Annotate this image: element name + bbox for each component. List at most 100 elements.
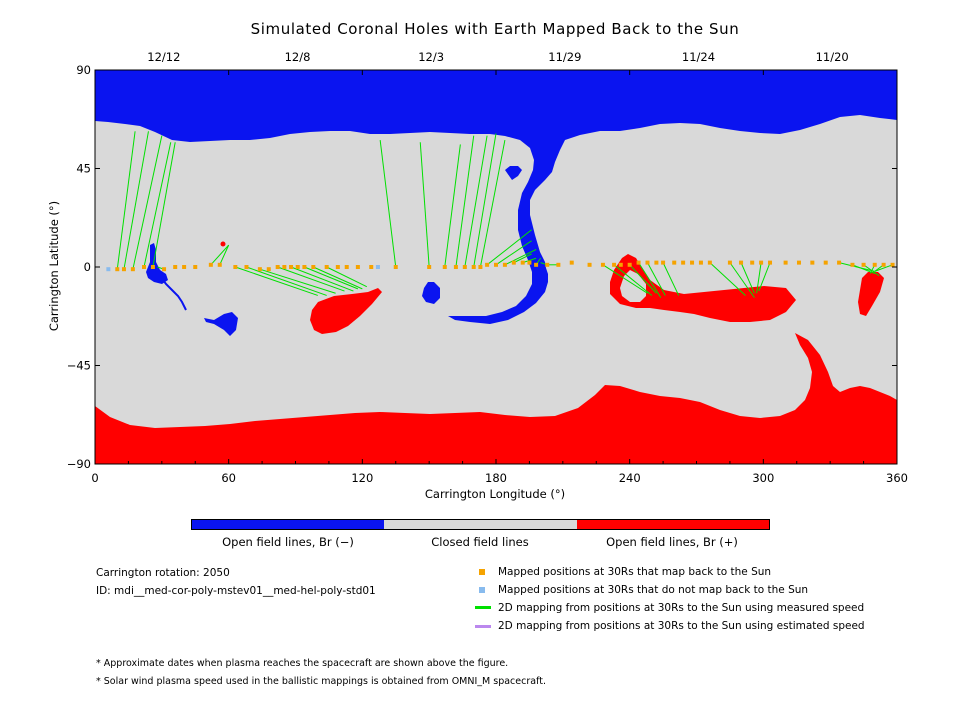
mapping-line	[246, 266, 327, 296]
legend-mapped-marker	[479, 569, 485, 575]
chart-title: Simulated Coronal Holes with Earth Mappe…	[250, 20, 740, 38]
mapped-point	[654, 260, 659, 265]
mapped-point	[600, 262, 605, 267]
top-date-label: 12/12	[147, 50, 181, 64]
mapped-point	[324, 265, 329, 269]
mapped-point	[295, 265, 300, 269]
mapped-point	[302, 265, 307, 269]
mapping-line	[116, 131, 136, 270]
mapping-line	[613, 264, 653, 296]
colorbar-negative	[192, 520, 385, 529]
colorbar-label-closed: Closed field lines	[431, 535, 529, 549]
top-date-label: 11/24	[681, 50, 716, 64]
mapped-point	[661, 260, 666, 265]
y-tick-label: 45	[76, 162, 91, 176]
top-date-label: 12/3	[418, 50, 445, 64]
top-date-label: 12/8	[284, 50, 311, 64]
mapping-line	[729, 262, 755, 298]
mapped-point	[393, 265, 398, 269]
mapped-point	[890, 262, 895, 267]
mapped-point	[750, 260, 755, 265]
positive-hole-ring	[610, 254, 796, 322]
mapping-line	[473, 133, 497, 268]
mapped-point	[142, 265, 147, 269]
mapped-point	[162, 267, 167, 272]
mapped-point	[257, 267, 262, 272]
x-tick-label: 0	[91, 471, 98, 485]
mapped-point	[861, 262, 866, 267]
mapped-point	[427, 265, 432, 269]
x-tick-label: 240	[619, 471, 641, 485]
legend-estimated-label: 2D mapping from positions at 30Rs to the…	[498, 620, 865, 632]
mapped-point	[244, 265, 249, 269]
mapping-lines	[116, 131, 893, 298]
y-tick-label: −90	[67, 457, 91, 471]
colorbar-label-positive: Open field lines, Br (+)	[606, 535, 738, 549]
mapped-point	[645, 260, 650, 265]
mapping-line	[464, 135, 488, 268]
positive-dot	[220, 241, 226, 247]
mapping-line	[419, 142, 430, 268]
mapping-line	[647, 262, 666, 296]
mapped-point	[485, 262, 490, 267]
x-axis-label: Carrington Longitude (°)	[424, 487, 566, 501]
mapping-line	[313, 266, 363, 290]
carrington-rotation: Carrington rotation: 2050	[96, 567, 230, 579]
mapped-point	[850, 262, 855, 267]
mapped-point	[233, 265, 238, 269]
mapping-line	[132, 135, 163, 270]
mapping-line	[152, 142, 176, 268]
colorbar-label-negative: Open field lines, Br (−)	[222, 535, 354, 549]
mapping-line	[662, 262, 680, 296]
mapping-line	[629, 264, 657, 294]
colorbar-positive	[576, 520, 769, 529]
top-date-label: 11/29	[548, 50, 582, 64]
mapped-point	[707, 260, 712, 265]
mapped-point	[266, 267, 271, 272]
mapping-line	[210, 244, 230, 266]
north-polar-hole	[95, 70, 897, 324]
mapped-point	[453, 265, 458, 269]
mapped-point	[627, 262, 632, 267]
mapped-point	[837, 260, 842, 265]
mapping-line	[758, 262, 771, 292]
positive-hole-110	[310, 288, 382, 334]
top-date-label: 11/20	[815, 50, 849, 64]
colorbar-closed	[384, 520, 577, 529]
mapped-point	[289, 265, 294, 269]
small-negative-hole	[505, 166, 522, 180]
mapped-point	[727, 260, 732, 265]
note-dates: * Approximate dates when plasma reaches …	[96, 658, 509, 669]
mapped-point	[545, 262, 550, 267]
mapped-point	[587, 262, 592, 267]
mapped-point	[783, 260, 788, 265]
mapping-line	[219, 244, 230, 266]
mapped-point	[442, 265, 447, 269]
mapped-point	[115, 267, 120, 272]
mapped-point	[739, 260, 744, 265]
mapped-point	[182, 265, 187, 269]
axes: 0 60 120 180 240 300 360 90 45 0 −45 −90	[67, 63, 908, 485]
mapped-point	[569, 260, 574, 265]
mapped-point	[520, 260, 525, 265]
mapping-line	[479, 139, 506, 268]
map-area	[95, 70, 897, 464]
mapping-line	[123, 131, 149, 270]
y-axis-label: Carrington Latitude (°)	[47, 200, 61, 332]
mapped-point	[810, 260, 815, 265]
mapped-point	[527, 260, 532, 265]
mapping-line	[495, 240, 532, 266]
legend-estimated-line	[475, 625, 491, 628]
x-tick-label: 180	[485, 471, 507, 485]
mapping-line	[740, 262, 755, 294]
y-tick-label: 0	[84, 260, 91, 274]
mapping-line	[277, 266, 345, 292]
mapped-point	[618, 262, 623, 267]
mapped-point	[672, 260, 677, 265]
mapped-point	[881, 262, 886, 267]
mapped-point	[502, 262, 507, 267]
mapped-point	[335, 265, 340, 269]
mapped-point	[311, 265, 316, 269]
mapped-point	[759, 260, 764, 265]
unmapped-point	[375, 265, 380, 269]
